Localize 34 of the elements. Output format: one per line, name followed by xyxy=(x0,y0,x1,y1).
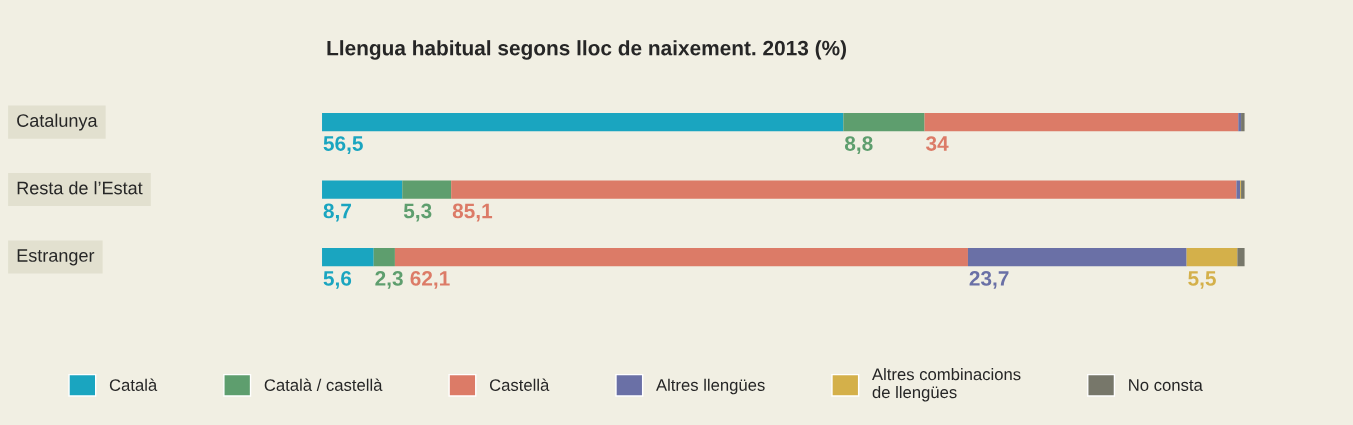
data-label: 5,5 xyxy=(1188,271,1216,289)
y-tick-label: Catalunya xyxy=(17,113,98,131)
bar xyxy=(1236,180,1241,199)
bar xyxy=(843,113,925,132)
bar xyxy=(451,180,1237,199)
legend-label: Castellà xyxy=(489,378,550,391)
legend-label: Català xyxy=(109,378,158,391)
data-label: 62,1 xyxy=(410,271,450,289)
bar xyxy=(1186,247,1238,267)
bar xyxy=(967,247,1187,267)
y-tick-label: Resta de l’Estat xyxy=(17,181,143,195)
data-label: 34 xyxy=(925,136,949,151)
data-label: 85,1 xyxy=(452,203,493,222)
bar xyxy=(373,247,395,267)
bar xyxy=(322,180,403,199)
bar xyxy=(402,180,452,199)
data-label: 2,3 xyxy=(375,271,403,289)
data-label: 5,6 xyxy=(323,271,352,289)
data-label: 8,8 xyxy=(844,136,873,154)
data-label: 8,7 xyxy=(323,203,351,222)
data-label: 5,3 xyxy=(403,203,432,222)
bar xyxy=(1237,247,1245,267)
legend-label: Altres combinacions de llengües xyxy=(872,368,1021,402)
bar xyxy=(322,247,374,267)
y-tick-label: Estranger xyxy=(17,249,95,266)
bar xyxy=(394,247,968,267)
legend-label: Català / castellà xyxy=(264,378,383,391)
data-label: 56,5 xyxy=(323,136,363,154)
legend-label: No consta xyxy=(1129,379,1203,391)
chart-title: Llengua habitual segons lloc de naixement. 2013 (%) xyxy=(327,40,846,60)
bar xyxy=(924,113,1239,132)
legend-label: Altres llengües xyxy=(656,378,765,395)
bar xyxy=(322,113,844,132)
data-label: 23,7 xyxy=(969,271,1009,289)
